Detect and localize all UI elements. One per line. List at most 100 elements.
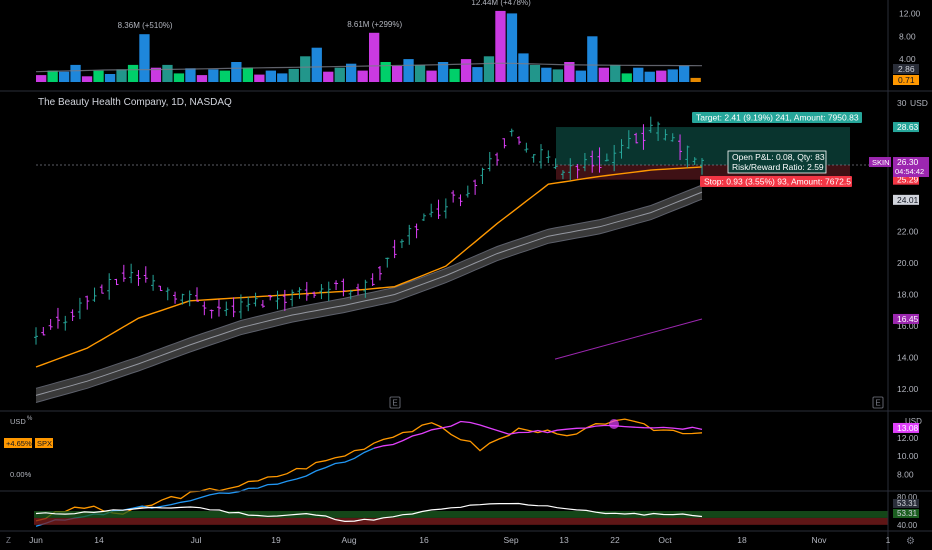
volume-bar bbox=[690, 77, 701, 82]
price-axis-tick: 18.00 bbox=[897, 290, 919, 300]
rsi-badge: 53.31 bbox=[897, 509, 918, 518]
volume-bar bbox=[104, 74, 116, 82]
symbol-badge: SKIN bbox=[872, 158, 890, 167]
volume-bar bbox=[173, 73, 185, 82]
comparison-panel bbox=[35, 418, 703, 527]
volume-bar bbox=[208, 69, 219, 82]
earnings-marker-box[interactable] bbox=[872, 396, 884, 409]
volume-bar bbox=[59, 71, 70, 82]
price-badge-bg bbox=[893, 313, 919, 324]
countdown-label: 04:54:42 bbox=[895, 167, 924, 176]
comparison-axis-tick: 8.00 bbox=[897, 469, 914, 479]
volume-bar bbox=[564, 62, 575, 82]
volume-bar bbox=[127, 64, 139, 82]
risk-reward-label: Risk/Reward Ratio: 2.59 bbox=[732, 162, 824, 172]
ma-band-lower bbox=[35, 198, 703, 403]
pnl-label-bg bbox=[727, 150, 827, 174]
volume-bar bbox=[139, 34, 150, 82]
target-label-group[interactable]: Target: 2.41 (9.19%) 241, Amount: 7950.8… bbox=[692, 112, 862, 123]
volume-bar bbox=[610, 64, 621, 82]
skin-compare-line-purple bbox=[373, 420, 703, 449]
price-badge-bg bbox=[893, 174, 919, 185]
price-axis-top-label: 30 bbox=[897, 98, 907, 108]
rsi-badge-bg bbox=[893, 509, 919, 518]
volume-bar bbox=[621, 73, 632, 82]
volume-bar bbox=[93, 70, 104, 82]
price-axis-unit: USD bbox=[910, 98, 928, 108]
volume-bar bbox=[185, 68, 196, 82]
time-axis-label: Sep bbox=[503, 535, 518, 545]
ma-band-upper bbox=[35, 184, 703, 389]
comparison-axis-unit: USD bbox=[905, 417, 922, 426]
price-axis-tick: 20.00 bbox=[897, 258, 919, 268]
volume-panel: 8.36M (+510%) 8.61M (+299%) 12.44M (+478%) bbox=[35, 0, 703, 82]
volume-bar bbox=[265, 70, 276, 82]
rsi-panel bbox=[34, 502, 888, 525]
volume-bar bbox=[414, 64, 426, 82]
rsi-lower-band bbox=[34, 517, 888, 525]
rsi-axis-tick: 40.00 bbox=[897, 521, 918, 530]
volume-bar bbox=[70, 64, 81, 82]
price-badge: 24.01 bbox=[897, 195, 919, 205]
volume-bar bbox=[116, 69, 127, 82]
comparison-zero-label: 0.00% bbox=[10, 470, 32, 479]
volume-axis-tick: 8.00 bbox=[899, 31, 916, 41]
volume-bar bbox=[254, 74, 265, 82]
time-axis-label: 22 bbox=[610, 535, 620, 545]
time-axis-label: 1 bbox=[886, 535, 891, 545]
time-axis-label: 16 bbox=[419, 535, 429, 545]
volume-bar bbox=[495, 10, 506, 82]
earnings-marker-box[interactable] bbox=[389, 396, 401, 409]
gear-icon[interactable]: ⚙ bbox=[906, 536, 915, 547]
volume-bar bbox=[552, 69, 563, 82]
comparison-unit-label: USD bbox=[10, 417, 26, 426]
price-axis-tick: 22.00 bbox=[897, 227, 919, 237]
volume-bar bbox=[81, 76, 93, 82]
earnings-marker[interactable]: E bbox=[392, 399, 397, 408]
comparison-axis-tick: 12.00 bbox=[897, 433, 919, 443]
target-label: Target: 2.41 (9.19%) 241, Amount: 7950.8… bbox=[696, 113, 859, 123]
volume-bar bbox=[357, 70, 368, 82]
comparison-badge: 13.08 bbox=[897, 423, 919, 433]
volume-bar bbox=[506, 13, 518, 82]
ma-band-mid bbox=[35, 191, 703, 396]
time-axis-label: Jul bbox=[191, 535, 202, 545]
volume-axis-tick: 4.00 bbox=[899, 54, 916, 64]
price-axis-tick: 16.00 bbox=[897, 321, 919, 331]
spx-change-badge: +4.65% bbox=[6, 439, 32, 448]
price-badge: 25.29 bbox=[897, 175, 919, 185]
stop-label: Stop: 0.93 (3.55%) 93, Amount: 7672.5 bbox=[704, 177, 851, 187]
target-label-bg bbox=[692, 112, 862, 123]
spx-symbol-badge-bg bbox=[35, 438, 53, 448]
stop-label-bg bbox=[700, 176, 852, 187]
volume-bar bbox=[323, 71, 334, 82]
spx-compare-line bbox=[35, 418, 703, 522]
volume-bar bbox=[196, 75, 208, 82]
volume-annotation: 12.44M (+478%) bbox=[471, 0, 531, 7]
comparison-axis-tick: 10.00 bbox=[897, 451, 919, 461]
zoom-reset-button[interactable]: Z bbox=[6, 536, 11, 545]
volume-bar bbox=[472, 67, 483, 82]
volume-bar bbox=[162, 64, 173, 82]
price-panel[interactable]: Target: 2.41 (9.19%) 241, Amount: 7950.8… bbox=[34, 112, 888, 403]
spx-symbol-badge: SPX bbox=[37, 439, 52, 448]
volume-bar bbox=[449, 68, 460, 82]
price-axis-tick: 12.00 bbox=[897, 384, 919, 394]
time-axis-label: Nov bbox=[811, 535, 827, 545]
volume-bar bbox=[288, 68, 299, 82]
volume-bar bbox=[587, 36, 598, 82]
time-axis-label: 13 bbox=[559, 535, 569, 545]
stop-label-group[interactable]: Stop: 0.93 (3.55%) 93, Amount: 7672.5 bbox=[700, 176, 852, 187]
time-axis-label: Jun bbox=[29, 535, 43, 545]
last-price-badge: 26.30 bbox=[897, 157, 919, 167]
volume-bar bbox=[598, 67, 609, 82]
time-axis-label: Oct bbox=[658, 535, 672, 545]
volume-bar bbox=[346, 63, 357, 82]
earnings-marker[interactable]: E bbox=[875, 399, 880, 408]
volume-bar bbox=[403, 59, 414, 82]
volume-bar bbox=[392, 66, 403, 82]
volume-bar bbox=[575, 70, 586, 82]
